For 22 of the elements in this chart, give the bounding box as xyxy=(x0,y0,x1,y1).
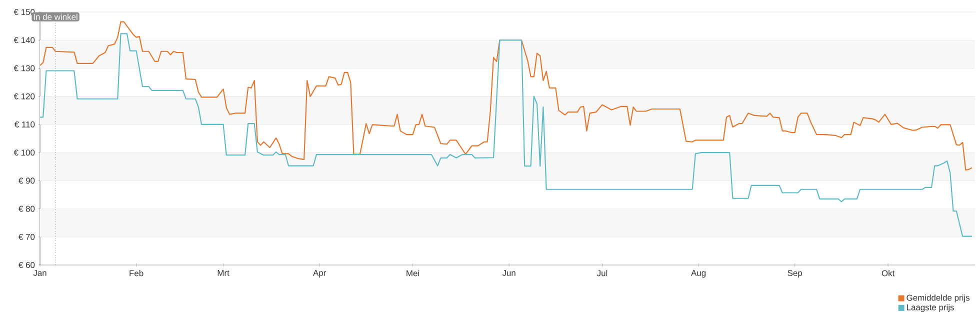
ref-line-label: In de winkel xyxy=(34,14,78,20)
y-tick-label: € 100 xyxy=(14,150,35,156)
x-tick-label: Jun xyxy=(502,270,516,276)
x-tick-label: Jul xyxy=(596,270,608,276)
x-tick-label: Aug xyxy=(691,270,706,278)
y-tick-label: € 110 xyxy=(14,121,35,128)
x-tick-label: Mei xyxy=(406,270,420,276)
y-tick-label: € 120 xyxy=(14,93,35,100)
legend-label: Gemiddelde prijs xyxy=(906,294,970,302)
x-tick-label: Apr xyxy=(313,270,326,278)
legend-label: Laagste prijs xyxy=(906,304,954,312)
y-tick-label: € 140 xyxy=(14,37,35,44)
y-tick-label: € 130 xyxy=(14,65,35,72)
x-tick-label: Okt xyxy=(882,270,895,276)
y-tick-label: € 90 xyxy=(18,178,35,184)
x-tick-label: Jan xyxy=(33,270,46,276)
y-tick-label: € 70 xyxy=(18,234,35,240)
x-tick-label: Feb xyxy=(130,270,144,276)
y-tick-label: € 60 xyxy=(18,262,35,268)
y-tick-label: € 80 xyxy=(18,206,35,212)
x-tick-label: Sep xyxy=(788,270,802,278)
x-tick-label: Mrt xyxy=(218,270,230,276)
